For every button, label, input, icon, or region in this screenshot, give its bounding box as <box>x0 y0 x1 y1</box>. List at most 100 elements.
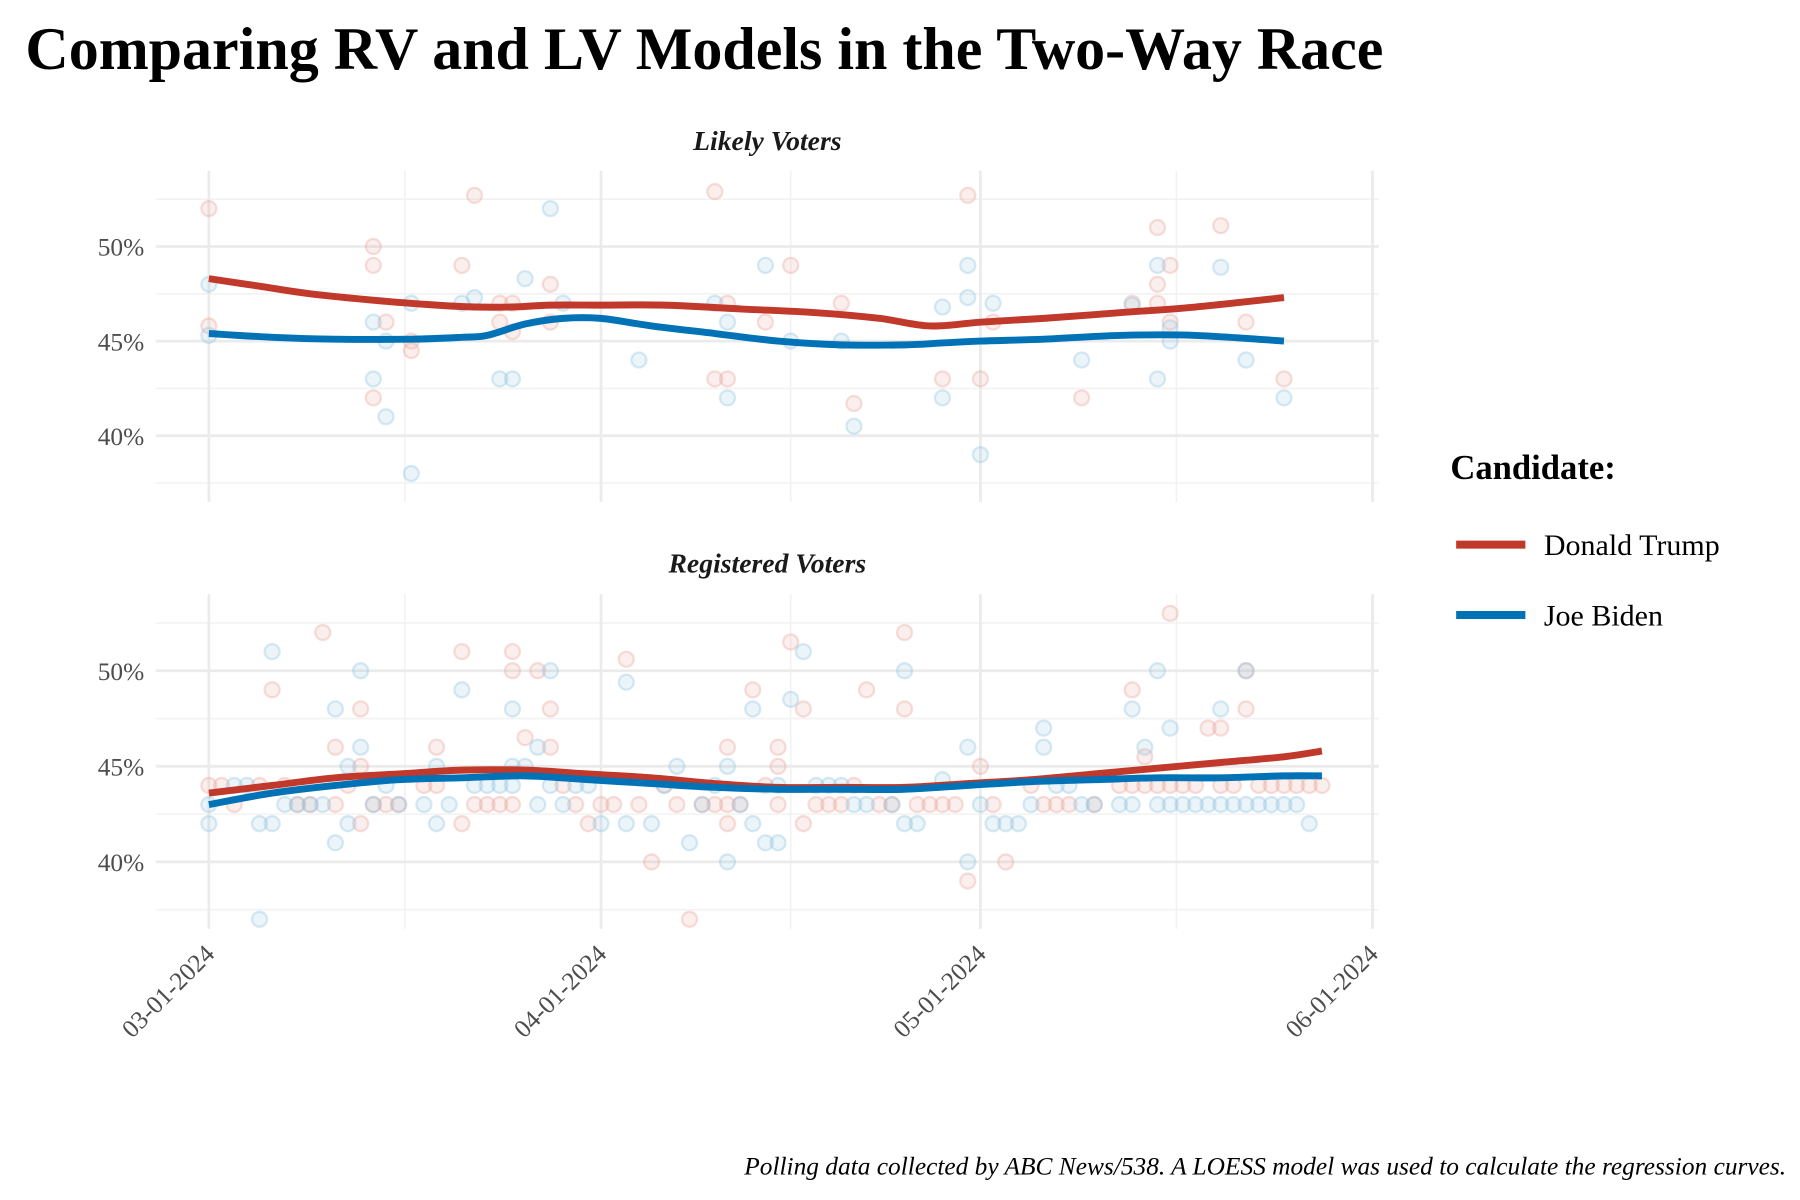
biden-point <box>1237 662 1255 680</box>
trump-point <box>326 738 345 756</box>
biden-loess-curve <box>208 772 1322 808</box>
panel-title: Likely Voters <box>692 125 841 156</box>
biden-point <box>1148 795 1167 814</box>
trump-point <box>1035 795 1053 814</box>
trump-point <box>870 795 888 814</box>
x-tick-label: 06-01-2024 <box>1280 940 1384 1044</box>
trump-point <box>402 341 420 360</box>
biden-point <box>1085 795 1103 814</box>
biden-point <box>200 815 218 833</box>
biden-point <box>731 795 749 814</box>
trump-point <box>718 370 737 388</box>
biden-point <box>263 815 281 833</box>
y-tick-label: 45% <box>98 328 145 356</box>
biden-point <box>642 815 661 833</box>
trump-point <box>997 853 1015 871</box>
trump-point <box>668 795 686 814</box>
biden-point <box>1300 815 1318 833</box>
y-tick-label: 50% <box>98 658 145 686</box>
trump-point <box>516 728 534 747</box>
trump-point <box>263 681 281 699</box>
biden-point <box>352 738 370 756</box>
x-tick-label: 05-01-2024 <box>888 940 992 1044</box>
biden-point <box>250 815 269 833</box>
trump-point <box>541 738 560 756</box>
trump-point <box>984 795 1002 814</box>
biden-point <box>503 700 522 718</box>
trump-point <box>1136 748 1154 766</box>
biden-point <box>959 288 977 307</box>
trump-point <box>503 642 522 661</box>
biden-point <box>263 642 281 661</box>
trump-point <box>1212 719 1230 737</box>
biden-point <box>415 795 433 814</box>
biden-point <box>959 256 977 275</box>
biden-point <box>756 834 775 852</box>
trump-point <box>1199 719 1217 737</box>
biden-point <box>1110 795 1129 814</box>
biden-point <box>794 642 813 661</box>
trump-point <box>794 815 813 833</box>
panel-title: Registered Voters <box>667 547 866 578</box>
biden-point <box>541 199 560 218</box>
biden-point <box>1035 738 1053 756</box>
biden-point <box>314 795 332 814</box>
biden-point <box>503 370 522 388</box>
biden-point <box>1186 795 1205 814</box>
y-tick-label: 40% <box>98 423 145 451</box>
legend-title: Candidate: <box>1450 449 1615 487</box>
biden-point <box>516 269 534 288</box>
legend-entry-trump: Donald Trump <box>1456 529 1720 562</box>
trump-point <box>718 738 737 756</box>
biden-point <box>326 700 345 718</box>
trump-point <box>1085 795 1103 814</box>
biden-point <box>377 408 395 426</box>
biden-loess-curve <box>208 314 1285 349</box>
chart-caption: Polling data collected by ABC News/538. … <box>743 1153 1786 1181</box>
trump-point <box>933 795 952 814</box>
trump-point <box>453 642 471 661</box>
trump-point <box>326 795 345 814</box>
trump-point <box>706 795 724 814</box>
trump-point <box>1275 370 1293 388</box>
trump-point <box>364 795 382 814</box>
trump-point <box>782 256 800 275</box>
trump-point <box>845 394 863 413</box>
biden-point <box>845 795 863 814</box>
trump-point <box>389 795 408 814</box>
biden-point <box>971 445 990 464</box>
biden-point <box>1035 719 1053 737</box>
trump-point <box>491 795 509 814</box>
biden-point <box>402 464 420 483</box>
trump-point <box>756 313 775 331</box>
trump-point <box>1161 313 1179 331</box>
legend-label-biden: Joe Biden <box>1544 599 1663 632</box>
trump-point <box>1237 700 1255 718</box>
biden-point <box>339 757 357 775</box>
y-tick-label: 40% <box>98 849 145 877</box>
trump-point <box>718 815 737 833</box>
biden-point <box>668 757 686 775</box>
biden-point <box>326 834 345 852</box>
panel-registered-voters: Registered Voters 40% 45% 50% <box>98 547 1379 929</box>
trump-point <box>769 795 787 814</box>
trump-point <box>769 757 787 775</box>
biden-point <box>769 834 787 852</box>
biden-point <box>1199 795 1217 814</box>
trump-point <box>288 795 307 814</box>
y-tick-label: 45% <box>98 754 145 782</box>
trump-point <box>1161 604 1179 623</box>
biden-point <box>364 313 382 331</box>
biden-point <box>857 795 876 814</box>
x-tick-label: 04-01-2024 <box>509 940 613 1044</box>
biden-point <box>276 795 294 814</box>
biden-point <box>1212 258 1230 276</box>
trump-point <box>592 795 610 814</box>
biden-point <box>1275 795 1293 814</box>
trump-point <box>364 389 382 407</box>
biden-point <box>883 795 901 814</box>
biden-point <box>718 757 737 775</box>
biden-point <box>1161 719 1179 737</box>
trump-point <box>769 738 787 756</box>
